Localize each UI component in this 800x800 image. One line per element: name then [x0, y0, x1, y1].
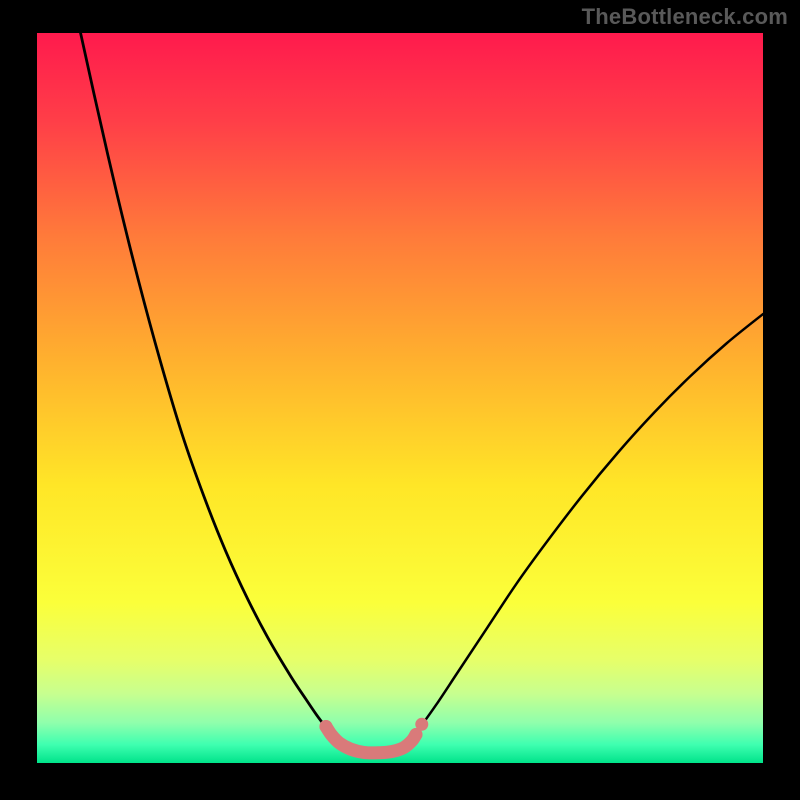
overlay-dot: [415, 718, 428, 731]
chart-frame: TheBottleneck.com: [0, 0, 800, 800]
overlay-dot: [319, 720, 332, 733]
watermark-label: TheBottleneck.com: [582, 4, 788, 30]
gradient-background: [37, 33, 763, 763]
chart-svg: [37, 33, 763, 763]
plot-area: [37, 33, 763, 763]
